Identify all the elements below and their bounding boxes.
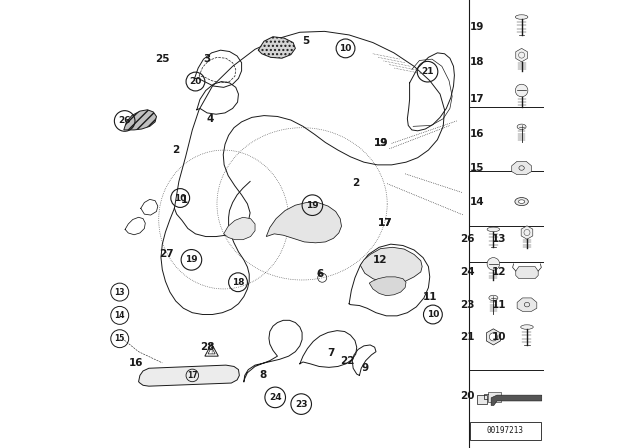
Text: 28: 28 — [200, 342, 214, 352]
Text: 21: 21 — [421, 67, 434, 76]
Text: 11: 11 — [422, 292, 437, 302]
Ellipse shape — [489, 295, 498, 301]
Text: 17: 17 — [469, 94, 484, 103]
Text: 13: 13 — [115, 288, 125, 297]
Polygon shape — [266, 202, 342, 243]
Text: 11: 11 — [492, 300, 506, 310]
Text: 10: 10 — [492, 332, 506, 342]
Ellipse shape — [521, 325, 533, 329]
Polygon shape — [516, 48, 527, 62]
Polygon shape — [369, 277, 406, 296]
Text: 3: 3 — [204, 54, 211, 64]
Ellipse shape — [517, 124, 526, 129]
Text: 17: 17 — [378, 218, 392, 228]
Polygon shape — [512, 161, 531, 175]
Text: 10: 10 — [174, 194, 186, 202]
Text: 24: 24 — [460, 267, 475, 277]
Text: 10: 10 — [427, 310, 439, 319]
Polygon shape — [516, 267, 538, 279]
Text: 26: 26 — [118, 116, 131, 125]
Text: 15: 15 — [470, 163, 484, 173]
Text: 6: 6 — [316, 269, 324, 279]
Text: 25: 25 — [155, 54, 170, 64]
Text: 21: 21 — [460, 332, 475, 342]
Text: 4: 4 — [207, 114, 214, 124]
Ellipse shape — [518, 200, 525, 203]
Circle shape — [515, 84, 528, 97]
Text: 16: 16 — [129, 358, 143, 368]
Bar — [488, 392, 502, 402]
Text: 20: 20 — [460, 392, 475, 401]
Text: 16: 16 — [470, 129, 484, 138]
Text: 00197213: 00197213 — [487, 426, 524, 435]
Text: 15: 15 — [115, 334, 125, 343]
Text: 20: 20 — [189, 77, 202, 86]
Text: 19: 19 — [470, 22, 484, 32]
Text: 19: 19 — [306, 201, 319, 210]
Text: 24: 24 — [269, 393, 282, 402]
Polygon shape — [517, 298, 537, 311]
Text: 14: 14 — [115, 311, 125, 320]
Text: 13: 13 — [492, 234, 506, 244]
Text: 5: 5 — [302, 36, 309, 46]
Polygon shape — [224, 217, 255, 240]
Text: 18: 18 — [470, 57, 484, 67]
Text: 22: 22 — [340, 356, 354, 366]
Circle shape — [490, 333, 497, 341]
Text: 19: 19 — [185, 255, 198, 264]
Text: 23: 23 — [295, 400, 307, 409]
Polygon shape — [360, 247, 422, 283]
Text: 17: 17 — [378, 218, 392, 228]
Text: 12: 12 — [373, 255, 388, 265]
Text: ⊕: ⊕ — [317, 271, 323, 277]
Text: 1: 1 — [180, 195, 188, 205]
Circle shape — [487, 258, 500, 270]
Text: 2: 2 — [172, 145, 179, 155]
Text: 26: 26 — [460, 234, 475, 244]
Text: 8: 8 — [259, 370, 267, 380]
Text: 17: 17 — [187, 371, 198, 380]
Ellipse shape — [515, 15, 528, 19]
Ellipse shape — [487, 227, 500, 232]
Polygon shape — [486, 329, 500, 345]
Text: !: ! — [211, 349, 212, 355]
Polygon shape — [139, 365, 239, 386]
Polygon shape — [124, 110, 157, 130]
Text: 19: 19 — [374, 138, 388, 148]
Text: 7: 7 — [327, 348, 335, 358]
Polygon shape — [521, 226, 532, 239]
Polygon shape — [258, 37, 296, 58]
Text: 18: 18 — [232, 278, 244, 287]
Polygon shape — [491, 395, 541, 405]
Bar — [470, 422, 541, 440]
Text: 23: 23 — [460, 300, 475, 310]
Text: 19: 19 — [374, 138, 388, 148]
Text: 12: 12 — [492, 267, 506, 277]
Bar — [477, 395, 486, 404]
Text: 14: 14 — [469, 197, 484, 207]
Text: 9: 9 — [362, 363, 369, 373]
Text: 2: 2 — [352, 178, 360, 188]
Text: 10: 10 — [339, 44, 352, 53]
Text: 27: 27 — [159, 250, 174, 259]
Ellipse shape — [515, 198, 529, 206]
